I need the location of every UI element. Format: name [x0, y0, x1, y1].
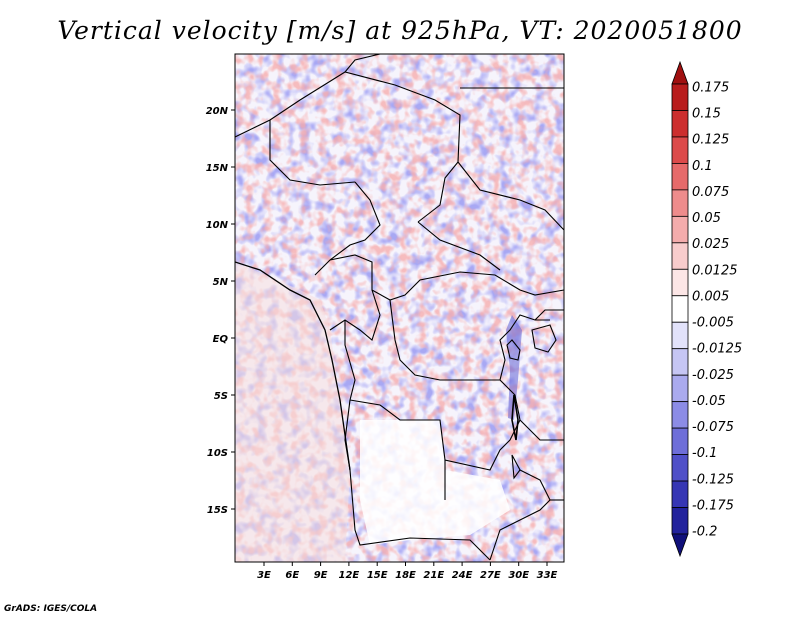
- lon-label: 12E: [339, 570, 360, 581]
- colorbar-top-arrow: [671, 60, 689, 85]
- colorbar-label: -0.125: [692, 472, 734, 487]
- colorbar-swatch: [671, 427, 689, 455]
- colorbar-swatch: [671, 295, 689, 323]
- lon-label: 24E: [452, 570, 473, 581]
- colorbar-label: -0.05: [692, 394, 726, 409]
- lat-label: 5S: [214, 391, 228, 402]
- grads-credit: GrADS: IGES/COLA: [4, 604, 98, 614]
- colorbar-label: -0.2: [692, 525, 717, 540]
- colorbar-label: 0.15: [692, 107, 721, 122]
- lat-label: 5N: [213, 277, 229, 288]
- colorbar-label: -0.0125: [692, 342, 742, 357]
- lon-label: 15E: [367, 570, 388, 581]
- lon-label: 27E: [480, 570, 501, 581]
- colorbar-label: -0.075: [692, 420, 734, 435]
- lon-label: 33E: [537, 570, 558, 581]
- colorbar-label: 0.05: [692, 211, 721, 226]
- velocity-field: [235, 54, 564, 562]
- colorbar-swatch: [671, 374, 689, 403]
- colorbar-swatch: [671, 215, 689, 244]
- lat-label: 20N: [206, 106, 229, 117]
- colorbar-swatch: [671, 242, 689, 270]
- colorbar-swatch: [671, 136, 689, 164]
- lon-label: 3E: [257, 570, 271, 581]
- lat-label: 10N: [206, 220, 229, 231]
- colorbar-label: -0.005: [692, 316, 734, 331]
- colorbar-label: 0.0125: [692, 263, 738, 278]
- colorbar: 0.175 0.15 0.125 0.1 0.075 0.05 0.025 0.0125 0.0…: [671, 60, 742, 558]
- lon-label: 21E: [423, 570, 444, 581]
- colorbar-label: 0.1: [692, 159, 713, 174]
- colorbar-label: -0.1: [692, 446, 717, 461]
- longitude-ticks: 3E 6E 9E 12E 15E 18E 21E 24E 27E 30E 33E: [257, 562, 558, 581]
- lat-label: EQ: [213, 334, 229, 345]
- colorbar-swatch: [671, 268, 689, 297]
- colorbar-label: 0.005: [692, 289, 729, 304]
- colorbar-swatch: [671, 480, 689, 508]
- lon-label: 6E: [285, 570, 299, 581]
- colorbar-swatch: [671, 401, 689, 429]
- lon-label: 30E: [508, 570, 529, 581]
- map-title: Vertical velocity [m/s] at 925hPa, VT: 2…: [57, 16, 743, 45]
- colorbar-label: 0.075: [692, 185, 729, 200]
- colorbar-swatch: [671, 507, 689, 535]
- colorbar-swatch: [671, 83, 689, 111]
- lat-label: 15N: [206, 163, 229, 174]
- colorbar-label: 0.175: [692, 81, 729, 96]
- colorbar-label: -0.175: [692, 498, 734, 513]
- colorbar-swatch: [671, 321, 689, 350]
- plot-frame: [234, 53, 565, 563]
- colorbar-label: 0.025: [692, 237, 729, 252]
- colorbar-swatch: [671, 110, 689, 138]
- lon-label: 9E: [314, 570, 328, 581]
- colorbar-swatch: [671, 163, 689, 191]
- lat-label: 15S: [207, 505, 228, 516]
- lat-label: 10S: [207, 448, 228, 459]
- latitude-ticks: 20N 15N 10N 5N EQ 5S 10S 15S: [206, 106, 235, 516]
- colorbar-label: -0.025: [692, 368, 734, 383]
- colorbar-label: 0.125: [692, 133, 729, 148]
- colorbar-swatch: [671, 348, 689, 376]
- colorbar-swatch: [671, 189, 689, 217]
- lon-label: 18E: [395, 570, 416, 581]
- colorbar-bottom-arrow: [671, 533, 689, 558]
- colorbar-swatch: [671, 454, 689, 482]
- country-borders: [235, 54, 564, 561]
